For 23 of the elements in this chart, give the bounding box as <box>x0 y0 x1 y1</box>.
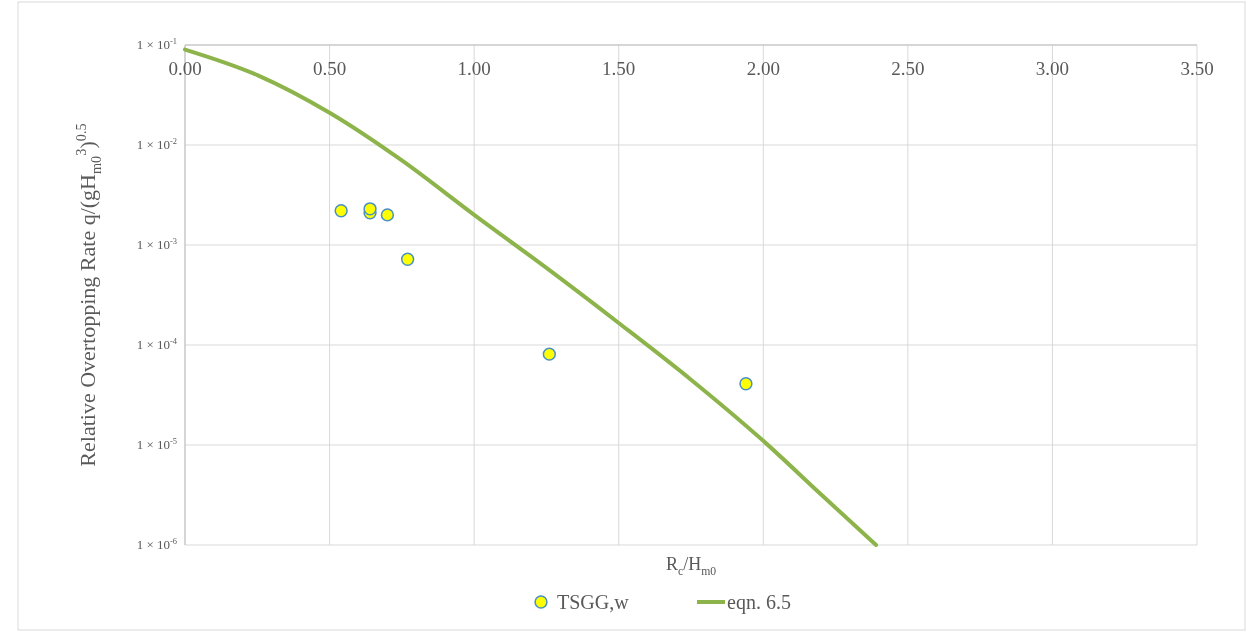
x-tick-label: 3.50 <box>1180 58 1214 79</box>
x-tick-label: 0.00 <box>168 58 202 79</box>
point <box>334 204 348 218</box>
x-tick-label: 2.00 <box>746 58 780 79</box>
y-tick-label: 1 × 10$^{-5}$ <box>136 435 177 452</box>
y-tick-label: 1 × 10$^{-6}$ <box>136 535 177 552</box>
y-tick-label: 1 × 10$^{-4}$ <box>136 335 178 352</box>
x-tick-label: 1.00 <box>457 58 491 79</box>
y-tick-label: 1 × 10$^{-3}$ <box>136 235 177 252</box>
x-tick-label: 2.50 <box>891 58 925 79</box>
legend-label: eqn. 6.5 <box>727 591 791 614</box>
legend-label: TSGG,w <box>557 591 630 613</box>
point <box>739 377 753 391</box>
point <box>542 347 556 361</box>
x-tick-label: 0.50 <box>312 58 347 79</box>
x-tick-label: 1.50 <box>602 58 636 79</box>
y-tick-label: 1 × 10$^{-1}$ <box>136 35 177 52</box>
y-tick-label: 1 × 10$^{-2}$ <box>136 135 177 152</box>
point <box>380 208 395 222</box>
x-tick-label: 3.00 <box>1035 58 1070 79</box>
x-axis-title: R$_{c}$/H$_{m0}$ <box>665 554 717 578</box>
point <box>400 252 415 266</box>
point <box>363 202 377 216</box>
